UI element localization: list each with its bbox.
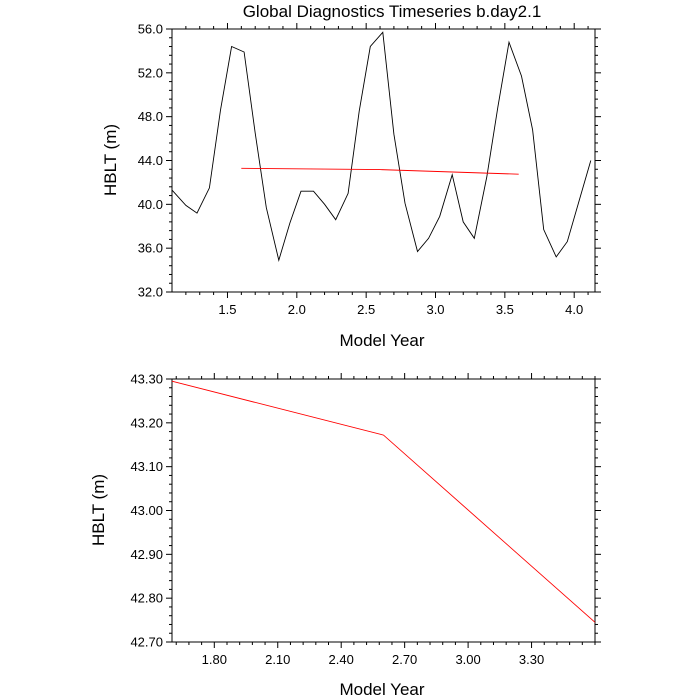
top-x-tick-label: 3.5: [496, 302, 514, 317]
bottom-plot-frame: [171, 378, 596, 643]
bottom-y-tick-label: 43.30: [130, 372, 163, 387]
bottom-y-tick-label: 43.20: [130, 415, 163, 430]
top-panel: Model Year HBLT (m): [101, 124, 425, 350]
bottom-x-axis-label: Model Year: [339, 680, 424, 699]
top-x-tick-label: 2.0: [288, 302, 306, 317]
top-y-tick-label: 56.0: [138, 22, 163, 37]
bottom-y-tick-label: 43.10: [130, 459, 163, 474]
top-y-tick-label: 44.0: [138, 153, 163, 168]
top-x-tick-label: 2.5: [357, 302, 375, 317]
bottom-panel: Model Year HBLT (m): [89, 474, 425, 699]
bottom-x-tick-label: 2.70: [392, 652, 417, 667]
bottom-x-tick-label: 3.00: [455, 652, 480, 667]
top-y-tick-label: 48.0: [138, 109, 163, 124]
top-plot-area: 32.0 36.0 40.0 44.0 48.0 52.0 56.0 1.5 2.0 2.5 3.0…: [138, 22, 601, 317]
top-series-line-2: [241, 167, 519, 175]
bottom-series-line-1: [171, 380, 596, 623]
top-y-tick-label: 52.0: [138, 65, 163, 80]
bottom-x-tick-label: 3.30: [519, 652, 544, 667]
top-y-tick-label: 32.0: [138, 285, 163, 300]
chart-title: Global Diagnostics Timeseries b.day2.1: [243, 2, 542, 21]
top-x-tick-label: 1.5: [218, 302, 236, 317]
top-y-axis-label: HBLT (m): [101, 124, 120, 196]
bottom-x-tick-label: 1.80: [202, 652, 227, 667]
top-x-tick-label: 3.0: [426, 302, 444, 317]
bottom-y-tick-label: 42.70: [130, 635, 163, 650]
bottom-y-axis-label: HBLT (m): [89, 474, 108, 546]
top-x-tick-label: 4.0: [565, 302, 583, 317]
bottom-y-tick-label: 43.00: [130, 503, 163, 518]
bottom-plot-area: 42.70 42.80 42.90 43.00 43.10 43.20 43.30 1.80 2…: [130, 372, 601, 667]
bottom-y-tick-label: 42.80: [130, 591, 163, 606]
top-series-line-1: [171, 31, 592, 262]
bottom-y-tick-label: 42.90: [130, 547, 163, 562]
top-plot-frame: [171, 28, 596, 293]
top-y-tick-label: 36.0: [138, 241, 163, 256]
bottom-x-tick-label: 2.40: [329, 652, 354, 667]
top-y-tick-label: 40.0: [138, 197, 163, 212]
top-x-axis-label: Model Year: [339, 331, 424, 350]
bottom-x-tick-label: 2.10: [265, 652, 290, 667]
